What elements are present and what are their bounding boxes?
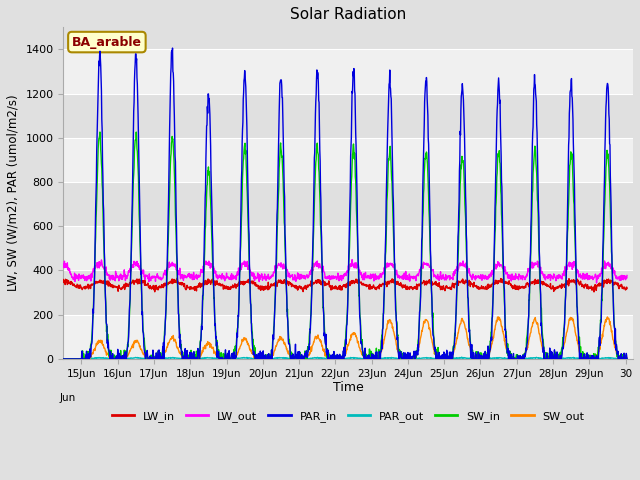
Bar (63, 315, 633, 359)
Text: Jun: Jun (60, 393, 76, 403)
Bar (63, 138, 633, 182)
Y-axis label: LW, SW (W/m2), PAR (umol/m2/s): LW, SW (W/m2), PAR (umol/m2/s) (7, 95, 20, 291)
X-axis label: Time: Time (333, 382, 364, 395)
Bar (63, 49, 633, 94)
Legend: LW_in, LW_out, PAR_in, PAR_out, SW_in, SW_out: LW_in, LW_out, PAR_in, PAR_out, SW_in, S… (107, 407, 589, 426)
Bar (63, 226, 633, 270)
Title: Solar Radiation: Solar Radiation (290, 7, 406, 22)
Text: BA_arable: BA_arable (72, 36, 142, 48)
